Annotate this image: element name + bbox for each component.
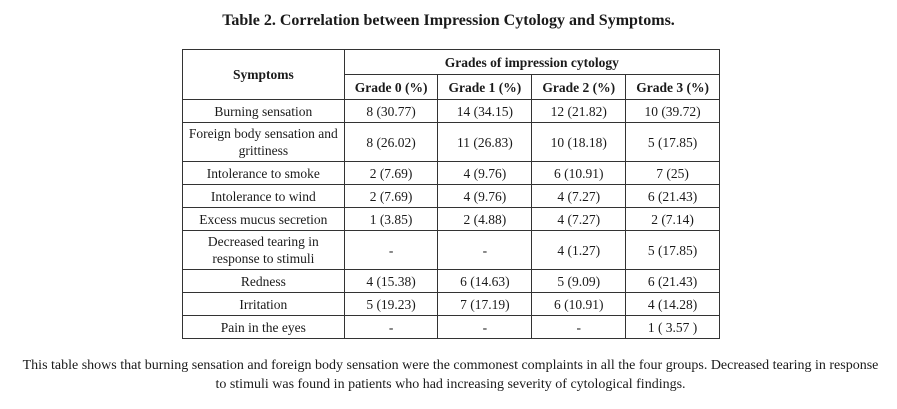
symptom-cell: Decreased tearing in response to stimuli (182, 230, 345, 270)
grade-0-header: Grade 0 (%) (343, 74, 439, 100)
value-cell: 2 (7.14) (625, 207, 720, 231)
table-row: Intolerance to smoke 2 (7.69) 4 (9.76) 6… (182, 161, 720, 185)
table-row: Intolerance to wind 2 (7.69) 4 (9.76) 4 … (182, 184, 720, 208)
grade-2-header: Grade 2 (%) (531, 74, 627, 100)
value-cell: - (437, 315, 533, 339)
value-cell: 4 (7.27) (531, 207, 627, 231)
value-cell: 11 (26.83) (437, 122, 533, 162)
value-cell: 4 (1.27) (531, 230, 627, 270)
table-row: Redness 4 (15.38) 6 (14.63) 5 (9.09) 6 (… (182, 269, 720, 293)
value-cell: 7 (25) (625, 161, 720, 185)
symptom-cell: Intolerance to wind (182, 184, 345, 208)
value-cell: 2 (7.69) (343, 184, 439, 208)
table-row: Pain in the eyes - - - 1 ( 3.57 ) (182, 315, 720, 339)
value-cell: 4 (14.28) (625, 292, 720, 316)
value-cell: 5 (19.23) (343, 292, 439, 316)
symptom-cell: Foreign body sensation and grittiness (182, 122, 345, 162)
value-cell: 6 (10.91) (531, 161, 627, 185)
grades-group-header: Grades of impression cytology (343, 49, 721, 75)
grade-1-header: Grade 1 (%) (437, 74, 533, 100)
value-cell: 1 (3.85) (343, 207, 439, 231)
value-cell: 8 (26.02) (343, 122, 439, 162)
table-row: Decreased tearing in response to stimuli… (182, 230, 720, 270)
value-cell: - (437, 230, 533, 270)
table-row: Foreign body sensation and grittiness 8 … (182, 122, 720, 162)
symptom-cell: Intolerance to smoke (182, 161, 345, 185)
table-row: Excess mucus secretion 1 (3.85) 2 (4.88)… (182, 207, 720, 231)
symptom-cell: Burning sensation (182, 99, 345, 123)
value-cell: 4 (9.76) (437, 184, 533, 208)
table-caption: This table shows that burning sensation … (22, 358, 879, 392)
value-cell: 2 (4.88) (437, 207, 533, 231)
correlation-table: Symptoms Grades of impression cytology G… (182, 49, 721, 339)
value-cell: 2 (7.69) (343, 161, 439, 185)
header-row-grades: Grade 0 (%) Grade 1 (%) Grade 2 (%) Grad… (183, 74, 720, 100)
grade-3-header: Grade 3 (%) (625, 74, 720, 100)
value-cell: 12 (21.82) (531, 99, 627, 123)
table-title: Table 2. Correlation between Impression … (222, 12, 675, 29)
value-cell: 4 (9.76) (437, 161, 533, 185)
symptom-cell: Irritation (182, 292, 345, 316)
value-cell: 10 (18.18) (531, 122, 627, 162)
symptom-cell: Pain in the eyes (182, 315, 345, 339)
value-cell: 5 (17.85) (625, 122, 720, 162)
value-cell: 6 (21.43) (625, 184, 720, 208)
value-cell: 5 (9.09) (531, 269, 627, 293)
value-cell: - (531, 315, 627, 339)
value-cell: 7 (17.19) (437, 292, 533, 316)
value-cell: - (343, 230, 439, 270)
value-cell: 4 (7.27) (531, 184, 627, 208)
symptoms-header: Symptoms (182, 49, 345, 100)
value-cell: 5 (17.85) (625, 230, 720, 270)
value-cell: 8 (30.77) (343, 99, 439, 123)
value-cell: 10 (39.72) (625, 99, 720, 123)
symptom-cell: Excess mucus secretion (182, 207, 345, 231)
value-cell: 4 (15.38) (343, 269, 439, 293)
value-cell: 6 (21.43) (625, 269, 720, 293)
value-cell: 6 (14.63) (437, 269, 533, 293)
symptom-cell: Redness (182, 269, 345, 293)
value-cell: 14 (34.15) (437, 99, 533, 123)
table-row: Irritation 5 (19.23) 7 (17.19) 6 (10.91)… (182, 292, 720, 316)
header-row-group: Symptoms Grades of impression cytology (182, 49, 721, 100)
value-cell: 6 (10.91) (531, 292, 627, 316)
value-cell: 1 ( 3.57 ) (625, 315, 720, 339)
table-row: Burning sensation 8 (30.77) 14 (34.15) 1… (182, 99, 720, 123)
value-cell: - (343, 315, 439, 339)
